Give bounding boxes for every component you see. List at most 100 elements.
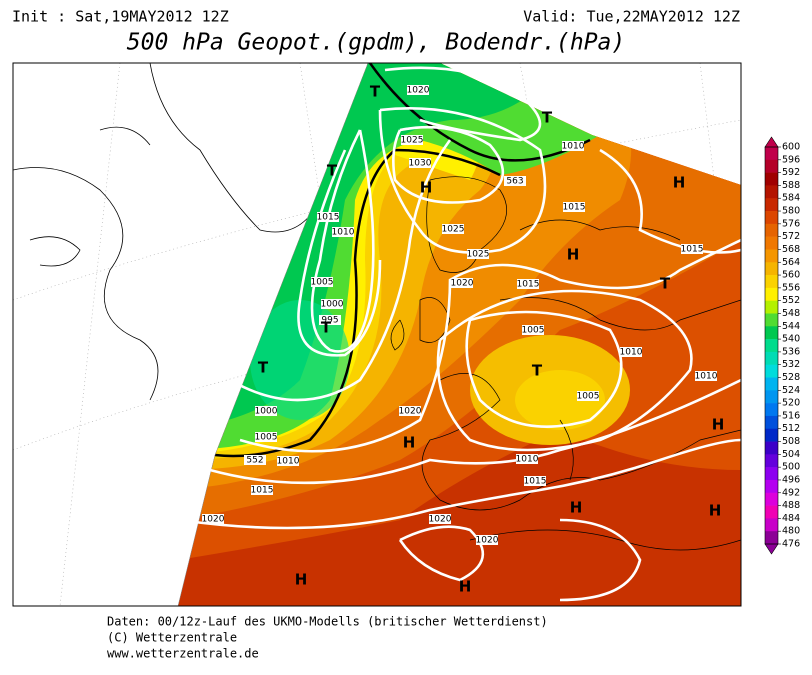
valid-time: Valid: Tue,22MAY2012 12Z: [523, 8, 740, 26]
footer-line: (C) Wetterzentrale: [107, 631, 237, 645]
isobar-label: 1005: [522, 326, 545, 336]
isobar-label: 1020: [407, 86, 430, 96]
isobar-label: 1025: [467, 250, 490, 260]
isobar-label: 1010: [332, 228, 355, 238]
isobar-label-bg: [577, 391, 599, 401]
colorbar-cell: [765, 300, 778, 314]
colorbar-cell: [765, 531, 778, 545]
field-band: [250, 300, 350, 420]
isobar-label-bg: [620, 347, 642, 357]
colorbar-cell: [765, 479, 778, 494]
isobar-label-bg: [277, 456, 299, 466]
colorbar-label: 508: [782, 436, 800, 447]
map-labels: 1020 1025 1030 1010 563 1015 1010 1005 1000 995 10…: [202, 83, 725, 596]
isobar-label: 1015: [317, 213, 340, 223]
colorbar-label: 548: [782, 308, 800, 319]
pressure-center: H: [567, 246, 580, 264]
colorbar-cell: [765, 492, 778, 506]
pressure-center: H: [420, 179, 433, 197]
isobar-label-bg: [409, 158, 431, 168]
pressure-center: T: [327, 162, 338, 180]
map-title: 500 hPa Geopot.(gpdm), Bodendr.(hPa): [127, 30, 626, 56]
colorbar-cell: [765, 223, 778, 237]
isobar-label: 552: [246, 456, 263, 466]
colorbar-label: 544: [782, 321, 800, 332]
colorbar-label: 496: [782, 474, 800, 485]
pressure-center: T: [321, 319, 332, 337]
isobar-label-bg: [442, 224, 464, 234]
colorbar-label: 512: [782, 423, 800, 434]
colorbar-cell: [765, 172, 778, 186]
isobar-label-bg: [401, 135, 423, 145]
isobar-label-bg: [563, 202, 585, 212]
colorbar-label: 584: [782, 193, 800, 204]
isobar-label-bg: [524, 476, 546, 486]
isobar-label: 1025: [442, 225, 465, 235]
isobar-label: 1020: [399, 407, 422, 417]
isobar-label: 1015: [524, 477, 547, 487]
colorbar-cell: [765, 313, 778, 327]
isobar-label: 1010: [277, 457, 300, 467]
colorbar-label: 560: [782, 270, 800, 281]
colorbar-label: 532: [782, 359, 800, 370]
colorbar-cell: [765, 518, 778, 532]
colorbar-label: 500: [782, 462, 800, 473]
colorbar-label: 492: [782, 487, 800, 498]
colorbar-cell: [765, 351, 778, 366]
map-frame: [12, 62, 742, 607]
field-band: [515, 370, 605, 430]
isobar-label: 1010: [516, 455, 539, 465]
isobar-label: 1005: [311, 278, 334, 288]
isobar-label-bg: [317, 212, 339, 222]
isobar-label-bg: [202, 514, 224, 524]
colorbar-arrow: [764, 543, 779, 555]
colorbar-label: 524: [782, 385, 800, 396]
pressure-center: H: [459, 578, 472, 596]
colorbar-cell: [765, 249, 778, 263]
colorbar-cell: [765, 198, 778, 212]
isobar-label: 1015: [517, 280, 540, 290]
pressure-center: H: [403, 434, 416, 452]
map: 1020 1025 1030 1010 563 1015 1010 1005 1000 995 10…: [13, 63, 741, 606]
colorbar-cell: [765, 377, 778, 391]
init-time: Init : Sat,19MAY2012 12Z: [12, 8, 229, 26]
isobar-label-bg: [332, 227, 354, 237]
isobar-label-bg: [516, 454, 538, 464]
footer-line: Daten: 00/12z-Lauf des UKMO-Modells (bri…: [107, 615, 548, 629]
isobar-label: 1020: [451, 279, 474, 289]
colorbar-cell: [765, 211, 778, 225]
colorbar-cell: [765, 326, 778, 340]
pressure-center: T: [370, 83, 381, 101]
colorbar-label: 572: [782, 231, 800, 242]
isobar-label-bg: [429, 514, 451, 524]
colorbar-label: 516: [782, 410, 800, 421]
isobar-label-bg: [522, 325, 544, 335]
colorbar-label: 552: [782, 295, 800, 306]
colorbar-label: 600: [782, 142, 800, 153]
isobar-label: 1005: [255, 433, 278, 443]
isobar-label-bg: [244, 455, 266, 465]
colorbar-cell: [765, 147, 778, 161]
colorbar-cell: [765, 287, 778, 301]
colorbar-label: 528: [782, 372, 800, 383]
isobar-label-bg: [251, 485, 273, 495]
colorbar-cell: [765, 467, 778, 481]
isobar-label: 1020: [429, 515, 452, 525]
isobar-label: 1000: [255, 407, 278, 417]
isobar-label-bg: [321, 299, 343, 309]
isobar-label: 1010: [620, 348, 643, 358]
isobar-label: 1015: [563, 203, 586, 213]
isobar-label-bg: [319, 315, 341, 325]
isobar-label-bg: [504, 176, 526, 186]
isobar-label-bg: [681, 244, 703, 254]
isobar-label-bg: [517, 279, 539, 289]
isobar-label: 563: [506, 177, 523, 187]
colorbar-label: 588: [782, 180, 800, 191]
colorbar-label: 576: [782, 218, 800, 229]
colorbar-cell: [765, 505, 778, 519]
colorbar-cell: [765, 185, 778, 199]
colorbar-label: 520: [782, 398, 800, 409]
isobar-label: 1015: [251, 486, 274, 496]
isobar-label-bg: [399, 406, 421, 416]
